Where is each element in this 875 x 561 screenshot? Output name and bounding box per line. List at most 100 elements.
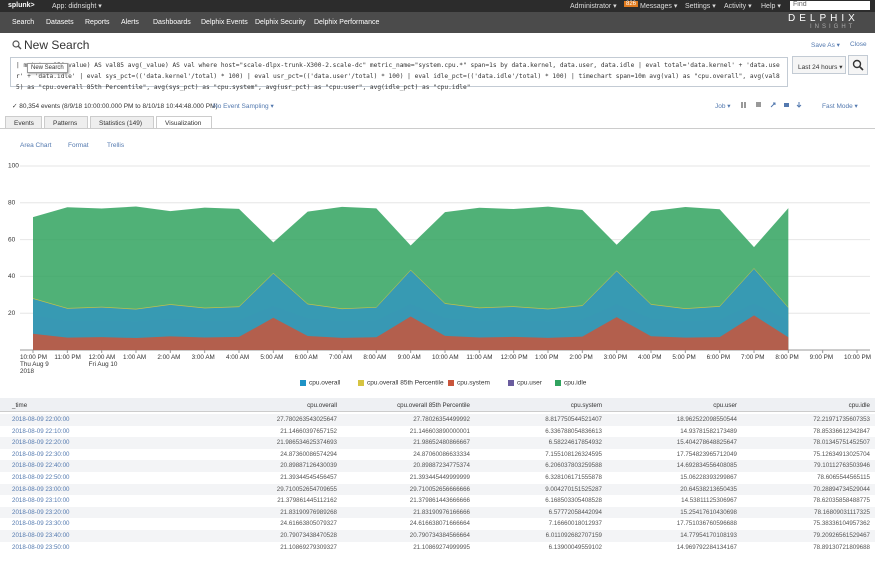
tab[interactable]: Visualization — [156, 116, 212, 128]
table-cell: 24.87360086574294 — [280, 450, 337, 458]
x-tick-label: 10:00 PM Thu Aug 9 2018 — [20, 354, 49, 375]
table-cell: 17.754823965712049 — [676, 450, 737, 458]
x-tick-label: 4:00 PM — [638, 354, 662, 361]
save-as[interactable]: Save As ▾ — [811, 42, 840, 49]
table-cell: 18.962522098550544 — [676, 416, 737, 423]
nav-item[interactable]: Delphix Security — [255, 19, 306, 26]
table-cell: 21.14660397657152 — [280, 427, 337, 435]
close[interactable]: Close — [850, 41, 867, 48]
app-menu[interactable]: App: didnsight ▾ — [52, 3, 102, 10]
table-cell: 14.77954170108193 — [680, 532, 737, 539]
viz-format[interactable]: Format — [68, 142, 89, 149]
menu[interactable]: Messages ▾ — [640, 3, 678, 10]
table-cell: 9.004270151525287 — [545, 485, 602, 493]
table-cell: 14.692834556408085 — [676, 462, 737, 470]
search-mode[interactable]: Fast Mode ▾ — [822, 103, 858, 110]
legend-label: cpu.system — [457, 380, 490, 387]
table-cell: 2018-08-09 22:10:00 — [12, 427, 70, 435]
table-cell: 24.616638071666664 — [409, 520, 470, 528]
nav-item[interactable]: Alerts — [121, 19, 139, 26]
column-header[interactable]: cpu.idle — [848, 402, 870, 409]
table-cell: 20.64538213650435 — [680, 485, 737, 493]
table-header: _time cpu.overall cpu.overall 85th Percent… — [0, 398, 875, 412]
tab[interactable]: Events — [5, 116, 42, 128]
menu[interactable]: Administrator ▾ — [570, 3, 617, 10]
legend-label: cpu.overall — [309, 380, 341, 387]
table-cell: 70.28894734529044 — [813, 485, 870, 493]
nav-item[interactable]: Dashboards — [153, 19, 191, 26]
column-header[interactable]: cpu.overall 85th Percentile — [397, 402, 470, 409]
column-header[interactable]: cpu.user — [713, 402, 737, 409]
table-cell: 20.89887234775374 — [413, 462, 470, 470]
legend-swatch — [448, 380, 454, 386]
table-cell: 75.12634913025704 — [813, 450, 870, 458]
nav-item[interactable]: Delphix Performance — [314, 19, 380, 26]
page-title: New Search — [24, 38, 90, 52]
menu[interactable]: Activity ▾ — [724, 3, 752, 10]
tab-rule — [0, 128, 875, 129]
table-row: 2018-08-09 23:10:00 21.379861445112162 21.… — [0, 495, 875, 507]
table-cell: 2018-08-09 23:40:00 — [12, 532, 70, 539]
nav-item[interactable]: Search — [12, 19, 35, 26]
viz-type[interactable]: Area Chart — [20, 142, 52, 149]
brand-sub: INSIGHT — [810, 24, 856, 30]
x-tick-label: 10:00 AM — [432, 354, 459, 361]
x-tick-label: 12:00 AM Fri Aug 10 — [88, 354, 118, 368]
table-cell: 72.21971735607353 — [813, 416, 870, 423]
column-header[interactable]: cpu.system — [570, 402, 602, 409]
table-row: 2018-08-09 23:30:00 24.61663805079327 24.6… — [0, 518, 875, 530]
column-header[interactable]: cpu.overall — [307, 402, 337, 409]
table-cell: 2018-08-09 23:10:00 — [12, 497, 70, 505]
table-row: 2018-08-09 22:30:00 24.87360086574294 24.8… — [0, 448, 875, 461]
nav-item[interactable]: Datasets — [46, 19, 74, 26]
table-cell: 20.790734384566664 — [409, 532, 470, 539]
x-tick-label: 7:00 AM — [329, 354, 353, 361]
column-header[interactable]: _time — [12, 402, 28, 409]
table-cell: 14.969792284134167 — [676, 543, 737, 551]
table-cell: 2018-08-09 22:20:00 — [12, 439, 70, 447]
table-cell: 17.751036760596688 — [676, 520, 737, 528]
find-input[interactable]: Find — [790, 1, 870, 10]
time-range[interactable]: Last 24 hours ▾ — [792, 56, 846, 74]
table-cell: 15.06228393299867 — [680, 474, 737, 481]
table-cell: 6.168503305408528 — [545, 497, 602, 505]
chart: 20 40 60 80 100 cpu.overall cpu.overall 85th P… — [8, 163, 870, 387]
y-tick-label: 40 — [8, 273, 16, 280]
search-button[interactable] — [848, 55, 868, 75]
search-query[interactable]: | mstats p85(_value) AS val85 avg(_value… — [10, 57, 788, 91]
table-cell: 24.87060086633334 — [413, 450, 470, 458]
table-row: 2018-08-09 22:10:00 21.14660397657152 21.1… — [0, 425, 875, 438]
viz-trellis[interactable]: Trellis — [107, 142, 125, 149]
nav-item[interactable]: Delphix Events — [201, 19, 248, 26]
tab[interactable]: Statistics (149) — [90, 116, 154, 128]
x-tick-label: 7:00 PM — [741, 354, 765, 361]
table-cell: 15.404278648825647 — [676, 439, 737, 447]
table-cell: 7.155108126324595 — [545, 450, 602, 458]
message-count: 826 — [624, 1, 639, 7]
tab[interactable]: Patterns — [44, 116, 88, 128]
job-menu[interactable]: Job ▾ — [715, 103, 731, 110]
table-cell: 15.25417610430698 — [680, 508, 737, 516]
table-cell: 6.206037803259588 — [545, 462, 602, 470]
table-cell: 27.78026354499992 — [413, 416, 470, 423]
table-cell: 21.83190976166666 — [413, 508, 470, 516]
top-bar: splunk> App: didnsight ▾ Administrator ▾… — [0, 0, 875, 12]
legend-label: cpu.overall 85th Percentile — [367, 380, 444, 387]
search-icon — [12, 40, 22, 50]
job-icons[interactable] — [740, 101, 810, 109]
x-tick-label: 2:00 PM — [569, 354, 593, 361]
menu[interactable]: Help ▾ — [761, 3, 781, 10]
menu[interactable]: Settings ▾ — [685, 3, 716, 10]
logo[interactable]: splunk> — [8, 2, 35, 9]
x-tick-label: 1:00 AM — [123, 354, 147, 361]
table-cell: 79.10112763503946 — [813, 462, 870, 470]
table-cell: 21.10869274999995 — [413, 543, 470, 551]
sampling[interactable]: No Event Sampling ▾ — [213, 103, 274, 110]
table-cell: 21.83190976989268 — [280, 508, 337, 516]
x-tick-label: 6:00 PM — [706, 354, 731, 361]
legend-swatch — [358, 380, 364, 386]
x-tick-label: 10:00 PM — [844, 354, 871, 361]
table-cell: 6.13900049559102 — [548, 543, 602, 551]
nav-item[interactable]: Reports — [85, 19, 110, 26]
